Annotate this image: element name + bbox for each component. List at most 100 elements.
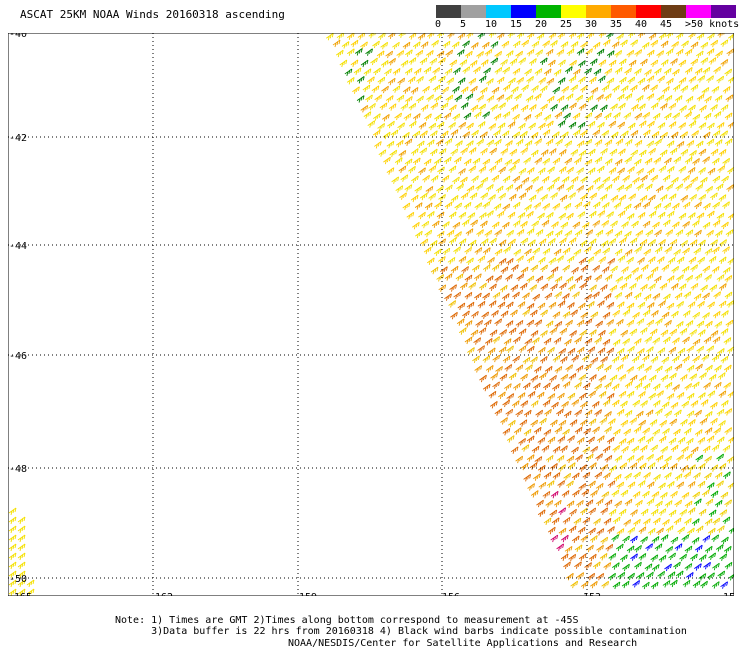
wind-barb xyxy=(630,103,639,112)
wind-barb xyxy=(541,175,550,184)
wind-barb xyxy=(490,372,498,381)
wind-barb xyxy=(715,230,723,238)
wind-barb xyxy=(687,212,696,220)
wind-barb xyxy=(602,311,611,320)
wind-barb xyxy=(480,176,489,185)
wind-barb xyxy=(674,499,682,508)
wind-barb xyxy=(518,167,527,176)
wind-barb xyxy=(480,86,488,95)
wind-barb xyxy=(604,158,613,166)
wind-barb xyxy=(702,535,711,543)
wind-barb xyxy=(720,491,729,500)
wind-barb xyxy=(468,239,477,248)
wind-barb xyxy=(653,275,662,284)
wind-barb xyxy=(552,86,561,95)
wind-barb xyxy=(681,40,689,48)
wind-barb xyxy=(704,472,712,481)
wind-barb xyxy=(17,525,26,534)
wind-barb xyxy=(606,77,615,86)
wind-barb xyxy=(520,373,528,382)
wind-barb xyxy=(578,257,587,266)
wind-barb xyxy=(670,490,678,499)
wind-barb xyxy=(545,48,554,57)
wind-barb xyxy=(628,193,637,201)
latitude-label: -40 xyxy=(9,33,27,40)
wind-barb xyxy=(690,41,699,50)
wind-barb xyxy=(630,553,638,561)
wind-barb xyxy=(626,366,635,374)
wind-barb xyxy=(616,93,625,102)
wind-barb xyxy=(707,167,716,176)
wind-barb xyxy=(548,59,556,68)
wind-barb xyxy=(632,311,640,320)
wind-barb xyxy=(458,327,467,335)
wind-barb xyxy=(714,94,723,103)
wind-barb xyxy=(494,318,503,326)
wind-barb xyxy=(718,390,727,398)
wind-barb xyxy=(585,95,594,103)
wind-barb xyxy=(675,229,684,237)
wind-barb xyxy=(662,86,670,94)
wind-barb xyxy=(679,553,687,562)
wind-barb xyxy=(464,336,473,345)
wind-barb xyxy=(547,346,555,355)
wind-barb xyxy=(578,103,587,111)
wind-barb xyxy=(699,417,708,426)
wind-barb xyxy=(676,256,685,264)
wind-barb xyxy=(590,356,599,365)
wind-barb xyxy=(560,373,569,382)
wind-barb xyxy=(471,310,479,319)
wind-barb xyxy=(511,400,520,408)
wind-barb xyxy=(552,311,561,319)
latitude-label: -48 xyxy=(9,464,27,475)
wind-barb xyxy=(506,393,515,401)
wind-barb xyxy=(686,437,694,446)
wind-barb xyxy=(672,384,680,392)
wind-barb xyxy=(386,140,395,149)
wind-barb xyxy=(662,336,671,344)
wind-barb xyxy=(604,183,613,192)
wind-barb xyxy=(694,498,702,506)
wind-barb xyxy=(677,526,686,535)
wind-barb xyxy=(530,490,539,498)
wind-barb xyxy=(520,130,528,139)
wind-barb xyxy=(8,588,17,596)
wind-barb xyxy=(727,482,734,490)
wind-barb xyxy=(499,373,508,382)
wind-barb xyxy=(716,347,725,356)
wind-barb xyxy=(502,399,510,408)
wind-barb xyxy=(588,527,596,536)
wind-barb xyxy=(464,291,473,300)
wind-barb xyxy=(510,309,518,317)
wind-barb xyxy=(540,149,549,157)
wind-barb xyxy=(664,246,673,254)
wind-barb xyxy=(720,355,729,364)
wind-barb xyxy=(616,528,625,536)
wind-barb xyxy=(701,489,710,497)
wind-barb xyxy=(557,300,566,308)
wind-barb xyxy=(510,104,519,112)
wind-barb xyxy=(560,41,569,49)
wind-barb xyxy=(422,174,430,183)
wind-barb xyxy=(664,381,673,390)
wind-barb xyxy=(728,573,734,581)
wind-barb xyxy=(648,283,656,291)
wind-barb xyxy=(717,165,726,173)
wind-barb xyxy=(654,246,663,254)
wind-barb xyxy=(550,490,559,499)
wind-barb xyxy=(530,131,539,140)
wind-barb xyxy=(420,104,429,112)
wind-barb xyxy=(537,167,546,175)
wind-barb xyxy=(677,347,686,356)
wind-barb xyxy=(482,292,490,301)
wind-barb xyxy=(587,167,596,175)
wind-barb xyxy=(680,131,688,139)
wind-barb xyxy=(651,564,660,572)
wind-barb xyxy=(561,85,570,94)
wind-barb xyxy=(533,426,542,435)
wind-barb xyxy=(418,211,426,220)
wind-barb xyxy=(652,293,661,301)
wind-barb xyxy=(681,446,689,454)
wind-barb xyxy=(711,266,720,274)
wind-barb xyxy=(646,481,655,489)
